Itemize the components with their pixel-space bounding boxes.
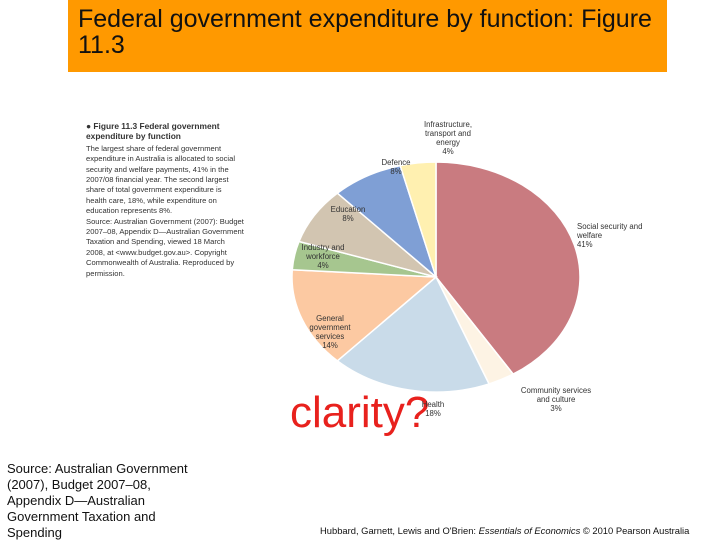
category-label: Education: [330, 205, 366, 214]
slice-label: Social security and welfare 41%: [577, 222, 647, 249]
category-label: Infrastructure, transport and energy: [423, 120, 473, 147]
value-label: 3%: [550, 404, 562, 413]
pie-slice: [435, 161, 581, 376]
value-label: 4%: [317, 261, 329, 270]
pie-slice: [291, 268, 438, 362]
credit-book: Essentials of Economics: [478, 525, 581, 536]
pie-slice: [336, 275, 491, 393]
category-label: Defence: [381, 158, 411, 167]
value-label: 8%: [342, 214, 354, 223]
overlay-text: clarity?: [290, 388, 430, 437]
slice-label: Infrastructure, transport and energy 4%: [418, 120, 478, 156]
category-label: Community services and culture: [520, 386, 592, 404]
credit: Hubbard, Garnett, Lewis and O'Brien: Ess…: [320, 525, 689, 536]
caption-heading: Figure 11.3 Federal government expenditu…: [86, 121, 244, 142]
credit-rest: © 2010 Pearson Australia: [580, 525, 690, 536]
slice-label: Education 8%: [320, 205, 376, 223]
value-label: 8%: [390, 167, 402, 176]
category-label: Social security and welfare: [577, 222, 643, 240]
value-label: 4%: [442, 147, 454, 156]
source: Source: Australian Government (2007), Bu…: [7, 461, 188, 540]
slice-label: Industry and workforce 4%: [293, 243, 353, 270]
value-label: 14%: [322, 341, 338, 350]
pie-slice: [399, 161, 437, 278]
category-label: Industry and workforce: [301, 243, 345, 261]
category-label: Health: [421, 400, 445, 409]
slice-label: General government services 14%: [300, 314, 360, 350]
figure-caption: Figure 11.3 Federal government expenditu…: [86, 121, 244, 279]
slice-label: Health 18%: [405, 400, 461, 418]
value-label: 18%: [425, 409, 441, 418]
slice-label: Defence 8%: [366, 158, 426, 176]
value-label: 41%: [577, 240, 593, 249]
category-label: General government services: [309, 314, 351, 341]
slide-title: Federal government expenditure by functi…: [68, 0, 667, 72]
slice-label: Community services and culture 3%: [516, 386, 596, 413]
caption-source: Source: Australian Government (2007): Bu…: [86, 216, 244, 278]
credit-authors: Hubbard, Garnett, Lewis and O'Brien:: [320, 525, 479, 536]
caption-text: The largest share of federal government …: [86, 143, 236, 216]
